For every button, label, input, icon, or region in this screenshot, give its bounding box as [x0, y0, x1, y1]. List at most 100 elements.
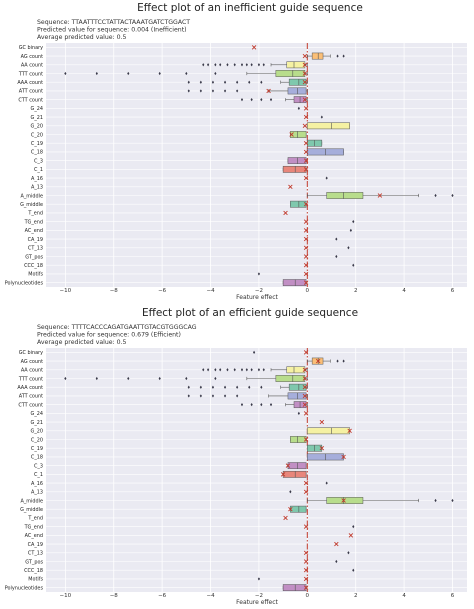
y-tick-label: CA_19 [28, 237, 43, 243]
y-tick-label: C_20 [31, 132, 43, 138]
outlier-point [236, 89, 239, 93]
outlier-point [349, 228, 352, 232]
outlier-point [260, 80, 263, 84]
outlier-point [223, 80, 227, 84]
sequence-effect-marker [283, 210, 288, 216]
outlier-point [236, 394, 239, 398]
sequence-effect-marker [285, 463, 291, 468]
outlier-point [325, 481, 328, 485]
outlier-point [352, 263, 355, 267]
outlier-point [320, 115, 323, 119]
x-tick-label: −10 [60, 288, 72, 294]
outlier-point [352, 568, 355, 572]
sequence-effect-marker [319, 445, 325, 451]
outlier-point [269, 403, 273, 407]
sequence-effect-marker [302, 97, 308, 102]
sequence-line: Sequence: TTTTCACCCAGATGAATTGTACGTGGGCAG [37, 324, 197, 331]
outlier-point [185, 376, 188, 381]
sequence-effect-marker [347, 428, 352, 434]
outlier-point [297, 106, 300, 110]
sequence-effect-marker [302, 402, 308, 407]
y-tick-label: A_13 [31, 185, 43, 191]
outlier-point [269, 98, 273, 102]
box [307, 427, 350, 435]
outlier-point [236, 80, 239, 84]
box [326, 192, 364, 199]
sequence-effect-marker [302, 62, 308, 68]
box [282, 470, 307, 478]
y-tick-label: AC_end [25, 533, 43, 539]
sequence-effect-marker [283, 515, 288, 521]
y-tick-label: C_1 [34, 167, 43, 173]
outlier-point [434, 498, 437, 503]
y-tick-label: G_20 [31, 124, 43, 130]
y-tick-label: C_18 [31, 150, 43, 156]
inefficient-effect-plot: Effect plot of an inefficient guide sequ… [5, 2, 467, 301]
box [275, 70, 306, 77]
y-tick-label: GC binary [19, 350, 43, 356]
y-tick-label: AC_end [25, 228, 43, 234]
outlier-point [252, 350, 256, 354]
sequence-effect-marker [303, 245, 309, 251]
outlier-point [64, 71, 67, 76]
y-tick-label: CCC_18 [24, 568, 43, 574]
outlier-point [187, 394, 190, 398]
sequence-effect-marker [303, 149, 309, 155]
sequence-effect-marker [303, 350, 309, 355]
box [286, 61, 306, 69]
box [287, 157, 307, 165]
sequence-effect-marker [302, 123, 308, 129]
y-tick-label: CTT count [18, 97, 43, 103]
outlier-point [199, 394, 202, 398]
box [282, 584, 307, 592]
sequence-effect-marker [302, 71, 308, 76]
outlier-point [223, 385, 227, 389]
x-tick-label: 6 [451, 593, 455, 599]
outlier-point [336, 359, 339, 363]
box [290, 436, 307, 443]
box [287, 462, 307, 470]
sequence-effect-marker [303, 437, 309, 442]
box [290, 131, 307, 138]
sequence-effect-marker [288, 506, 293, 512]
outlier-point [257, 272, 261, 276]
sequence-effect-marker [303, 254, 309, 259]
outlier-point [245, 63, 248, 67]
sequence-effect-marker [303, 576, 309, 582]
outlier-point [245, 368, 248, 372]
y-tick-label: Polynucleotides [5, 280, 44, 286]
x-tick-label: −2 [255, 288, 263, 294]
y-tick-label: G_middle [20, 507, 43, 513]
sequence-effect-marker [302, 367, 308, 373]
outlier-point [211, 394, 215, 398]
sequence-effect-marker [319, 419, 325, 425]
y-tick-label: T_end [27, 516, 43, 522]
outlier-point [187, 89, 190, 93]
y-tick-label: G_21 [31, 420, 43, 426]
y-tick-label: TG_end [24, 524, 43, 530]
x-tick-label: 0 [306, 593, 310, 599]
outlier-point [233, 368, 236, 372]
outlier-point [236, 385, 239, 389]
y-tick-label: AAA count [17, 385, 43, 391]
sequence-effect-marker [303, 480, 309, 486]
sequence-effect-marker [302, 376, 308, 381]
y-tick-label: CA_19 [28, 542, 43, 548]
outlier-point [95, 71, 98, 76]
y-tick-label: CT_13 [28, 551, 43, 557]
y-tick-label: G_24 [31, 411, 43, 417]
outlier-point [336, 54, 339, 58]
sequence-effect-marker [303, 262, 309, 268]
y-tick-label: G_21 [31, 115, 43, 121]
y-tick-label: TG_end [24, 219, 43, 225]
sequence-effect-marker [288, 184, 293, 190]
outlier-point [257, 368, 261, 372]
x-tick-label: −4 [206, 288, 215, 294]
outlier-point [214, 368, 217, 372]
y-tick-label: C_18 [31, 455, 43, 461]
outlier-point [233, 63, 236, 67]
outlier-point [185, 71, 188, 76]
sequence-effect-marker [302, 79, 308, 85]
average-value-line: Average predicted value: 0.5 [37, 34, 127, 41]
